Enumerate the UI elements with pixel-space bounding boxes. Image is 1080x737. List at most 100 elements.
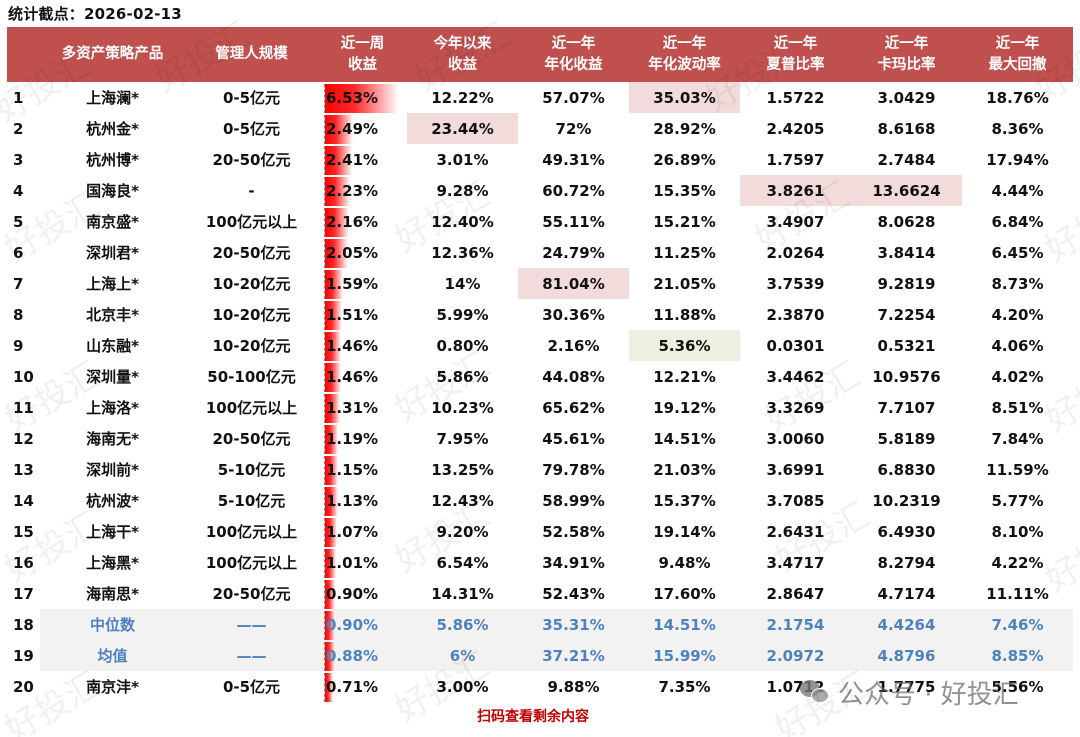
cell-calmar-ratio: 8.0628	[877, 212, 936, 231]
header-manager-scale: 管理人规模	[185, 27, 318, 82]
cell-week-return: 1.51%	[318, 299, 407, 330]
cell-product-name: 中位数	[40, 609, 185, 640]
cell-annual-return: 45.61%	[542, 429, 605, 448]
week-return-data-bar	[325, 269, 343, 299]
cell-index: 13	[13, 460, 34, 479]
week-return-data-bar	[325, 145, 352, 175]
week-return-value: 2.16%	[326, 212, 379, 231]
cell-ytd-return: 12.22%	[431, 88, 494, 107]
cell-max-drawdown: 6.84%	[991, 212, 1044, 231]
data-bar-cell: 1.31%	[324, 393, 407, 423]
cell-index: 16	[13, 553, 34, 572]
header-product-name: 多资产策略产品	[40, 27, 185, 82]
cell-index: 17	[13, 584, 34, 603]
cell-ytd-return: 12.36%	[431, 243, 494, 262]
week-return-value: 0.90%	[326, 615, 379, 634]
cell-index: 4	[13, 181, 24, 200]
cell-manager-scale: 10-20亿元	[212, 275, 291, 293]
cell-calmar-ratio: 5.8189	[877, 429, 936, 448]
cell-annual-return: 2.16%	[547, 336, 600, 355]
cell-product-name: 上海上*	[86, 275, 139, 293]
cell-calmar-ratio: 13.6624	[851, 175, 962, 206]
cell-ytd-return: 5.86%	[407, 609, 518, 640]
cell-sharpe-ratio: 3.4462	[766, 367, 825, 386]
cell-max-drawdown: 18.76%	[986, 88, 1049, 107]
cell-max-drawdown: 4.02%	[991, 367, 1044, 386]
week-return-data-bar	[325, 455, 338, 485]
header-calmar-ratio: 近一年 卡玛比率	[851, 27, 962, 82]
cell-annual-return: 79.78%	[542, 460, 605, 479]
header-line1: 管理人规模	[215, 46, 288, 62]
cell-annual-volatility: 19.12%	[653, 398, 716, 417]
cell-week-return: 0.71%	[318, 671, 407, 702]
cell-annual-volatility: 11.88%	[653, 305, 716, 324]
cell-max-drawdown: 8.85%	[962, 640, 1073, 671]
cell-ytd-return: 14.31%	[431, 584, 494, 603]
cell-week-return: 1.07%	[318, 516, 407, 547]
week-return-data-bar	[325, 641, 335, 671]
cell-annual-volatility: 15.21%	[653, 212, 716, 231]
cell-ytd-return: 9.28%	[436, 181, 489, 200]
cell-calmar-ratio: 4.7174	[877, 584, 936, 603]
week-return-value: 6.53%	[326, 88, 379, 107]
table-row: 14 杭州波* 5-10亿元 1.13% 12.43% 58.99% 15.37% 3.708…	[7, 485, 1073, 516]
header-line1: 近一年	[662, 35, 707, 52]
cell-annual-return: 24.79%	[542, 243, 605, 262]
cell-ytd-return: 23.44%	[407, 113, 518, 144]
summary-row: 19 均值 —— 0.88% 6% 37.21% 15.99% 2.0972 4.8796 8.8…	[7, 640, 1073, 671]
header-ytd-return: 今年以来 收益	[407, 27, 518, 82]
cell-week-return: 2.16%	[318, 206, 407, 237]
report-date-caption: 统计截点：2026-02-13	[8, 5, 182, 23]
cell-product-name: 深圳量*	[86, 368, 139, 386]
cell-manager-scale: 0-5亿元	[222, 678, 281, 696]
data-bar-cell: 1.46%	[324, 362, 407, 392]
week-return-value: 1.01%	[326, 553, 379, 572]
table-row: 12 海南无* 20-50亿元 1.19% 7.95% 45.61% 14.51% 3.006…	[7, 423, 1073, 454]
cell-annual-return: 58.99%	[542, 491, 605, 510]
cell-ytd-return: 12.40%	[431, 212, 494, 231]
table-row: 6 深圳君* 20-50亿元 2.05% 12.36% 24.79% 11.25% 2.026…	[7, 237, 1073, 268]
cell-week-return: 1.15%	[318, 454, 407, 485]
cell-ytd-return: 14%	[444, 274, 481, 293]
cell-max-drawdown: 8.36%	[991, 119, 1044, 138]
cell-index: 15	[13, 522, 34, 541]
cell-annual-return: 30.36%	[542, 305, 605, 324]
cell-annual-volatility: 9.48%	[658, 553, 711, 572]
header-annual-volatility: 近一年 年化波动率	[629, 27, 740, 82]
cell-calmar-ratio: 9.2819	[877, 274, 936, 293]
cell-max-drawdown: 11.59%	[986, 460, 1049, 479]
cell-manager-scale: 20-50亿元	[212, 585, 291, 603]
data-bar-cell: 0.90%	[324, 579, 407, 609]
cell-annual-volatility: 21.05%	[653, 274, 716, 293]
table-row: 10 深圳量* 50-100亿元 1.46% 5.86% 44.08% 12.21% 3.44…	[7, 361, 1073, 392]
data-bar-cell: 2.16%	[324, 207, 407, 237]
cell-manager-scale: 100亿元以上	[205, 523, 298, 541]
cell-index: 2	[13, 119, 24, 138]
header-week-return: 近一周 收益	[318, 27, 407, 82]
cell-annual-return: 81.04%	[518, 268, 629, 299]
wechat-account-badge: 公众号 · 好投汇	[800, 674, 1019, 711]
cell-manager-scale: ——	[185, 609, 318, 640]
cell-product-name: 杭州博*	[86, 151, 139, 169]
cell-max-drawdown: 17.94%	[986, 150, 1049, 169]
cell-index: 10	[13, 367, 34, 386]
cell-annual-volatility: 14.51%	[629, 609, 740, 640]
week-return-data-bar	[325, 300, 342, 330]
cell-manager-scale: 0-5亿元	[222, 89, 281, 107]
cell-product-name: 上海洛*	[86, 399, 139, 417]
data-bar-cell: 6.53%	[324, 83, 407, 113]
cell-annual-volatility: 5.36%	[629, 330, 740, 361]
cell-sharpe-ratio: 2.3870	[766, 305, 825, 324]
week-return-data-bar	[325, 486, 338, 516]
cell-index: 20	[13, 677, 34, 696]
cell-week-return: 1.46%	[318, 361, 407, 392]
cell-sharpe-ratio: 3.7085	[766, 491, 825, 510]
cell-week-return: 1.19%	[318, 423, 407, 454]
cell-annual-return: 35.31%	[518, 609, 629, 640]
cell-calmar-ratio: 7.2254	[877, 305, 936, 324]
cell-max-drawdown: 4.22%	[991, 553, 1044, 572]
cell-index: 11	[13, 398, 34, 417]
cell-max-drawdown: 11.11%	[986, 584, 1049, 603]
cell-calmar-ratio: 3.8414	[877, 243, 936, 262]
cell-annual-volatility: 21.03%	[653, 460, 716, 479]
